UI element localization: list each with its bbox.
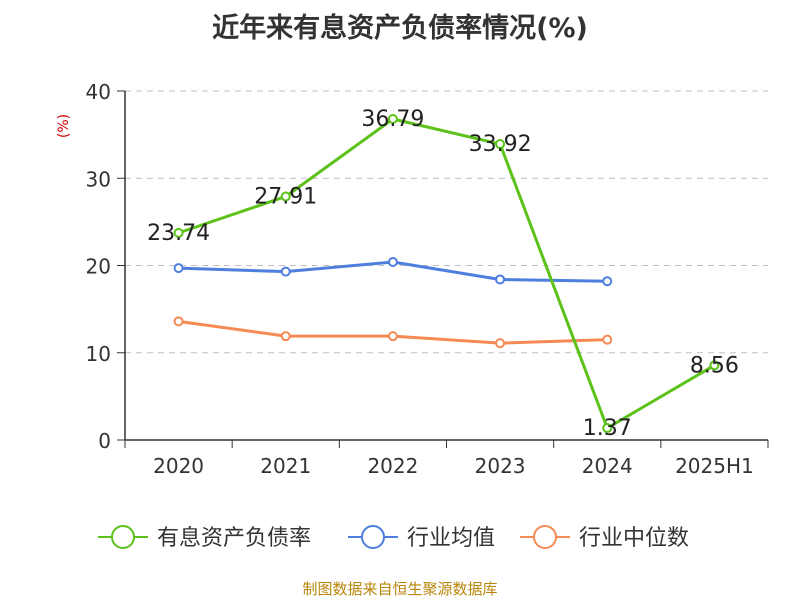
- data-point: [602, 276, 613, 287]
- data-point: [602, 423, 613, 434]
- legend-marker: [111, 525, 135, 549]
- data-point: [173, 227, 184, 238]
- x-tick-label: 2024: [582, 454, 633, 478]
- data-label: 33.92: [469, 132, 532, 157]
- legend-label: 行业均值: [407, 526, 495, 551]
- legend-marker: [533, 525, 557, 549]
- x-tick-label: 2023: [475, 454, 526, 478]
- data-point: [495, 274, 506, 285]
- data-point: [387, 114, 398, 125]
- y-tick-label: 30: [86, 167, 111, 191]
- data-point: [173, 316, 184, 327]
- y-tick-label: 20: [86, 255, 111, 279]
- data-label: 27.91: [254, 184, 317, 209]
- source-note: 制图数据来自恒生聚源数据库: [302, 580, 498, 598]
- x-tick-label: 2022: [367, 454, 418, 478]
- data-point: [495, 338, 506, 349]
- data-label: 8.56: [690, 353, 739, 378]
- data-point: [280, 266, 291, 277]
- data-point: [280, 191, 291, 202]
- data-point: [387, 257, 398, 268]
- data-point: [602, 334, 613, 345]
- data-label: 23.74: [147, 221, 210, 246]
- legend-marker: [361, 525, 385, 549]
- data-label: 1.37: [583, 416, 632, 441]
- data-point: [709, 360, 720, 371]
- x-tick-label: 2020: [153, 454, 204, 478]
- legend-label: 行业中位数: [579, 526, 689, 551]
- data-label: 36.79: [361, 107, 424, 132]
- y-axis-label: (%): [56, 114, 72, 138]
- legend-label: 有息资产负债率: [157, 526, 311, 551]
- y-tick-label: 40: [86, 80, 111, 104]
- data-point: [387, 331, 398, 342]
- y-tick-label: 0: [98, 429, 111, 453]
- x-tick-label: 2021: [260, 454, 311, 478]
- y-tick-label: 10: [86, 342, 111, 366]
- x-tick-label: 2025H1: [675, 454, 754, 478]
- data-point: [495, 139, 506, 150]
- chart-title: 近年来有息资产负债率情况(%): [212, 13, 588, 44]
- series-line: [178, 117, 716, 430]
- data-point: [280, 331, 291, 342]
- data-point: [173, 263, 184, 274]
